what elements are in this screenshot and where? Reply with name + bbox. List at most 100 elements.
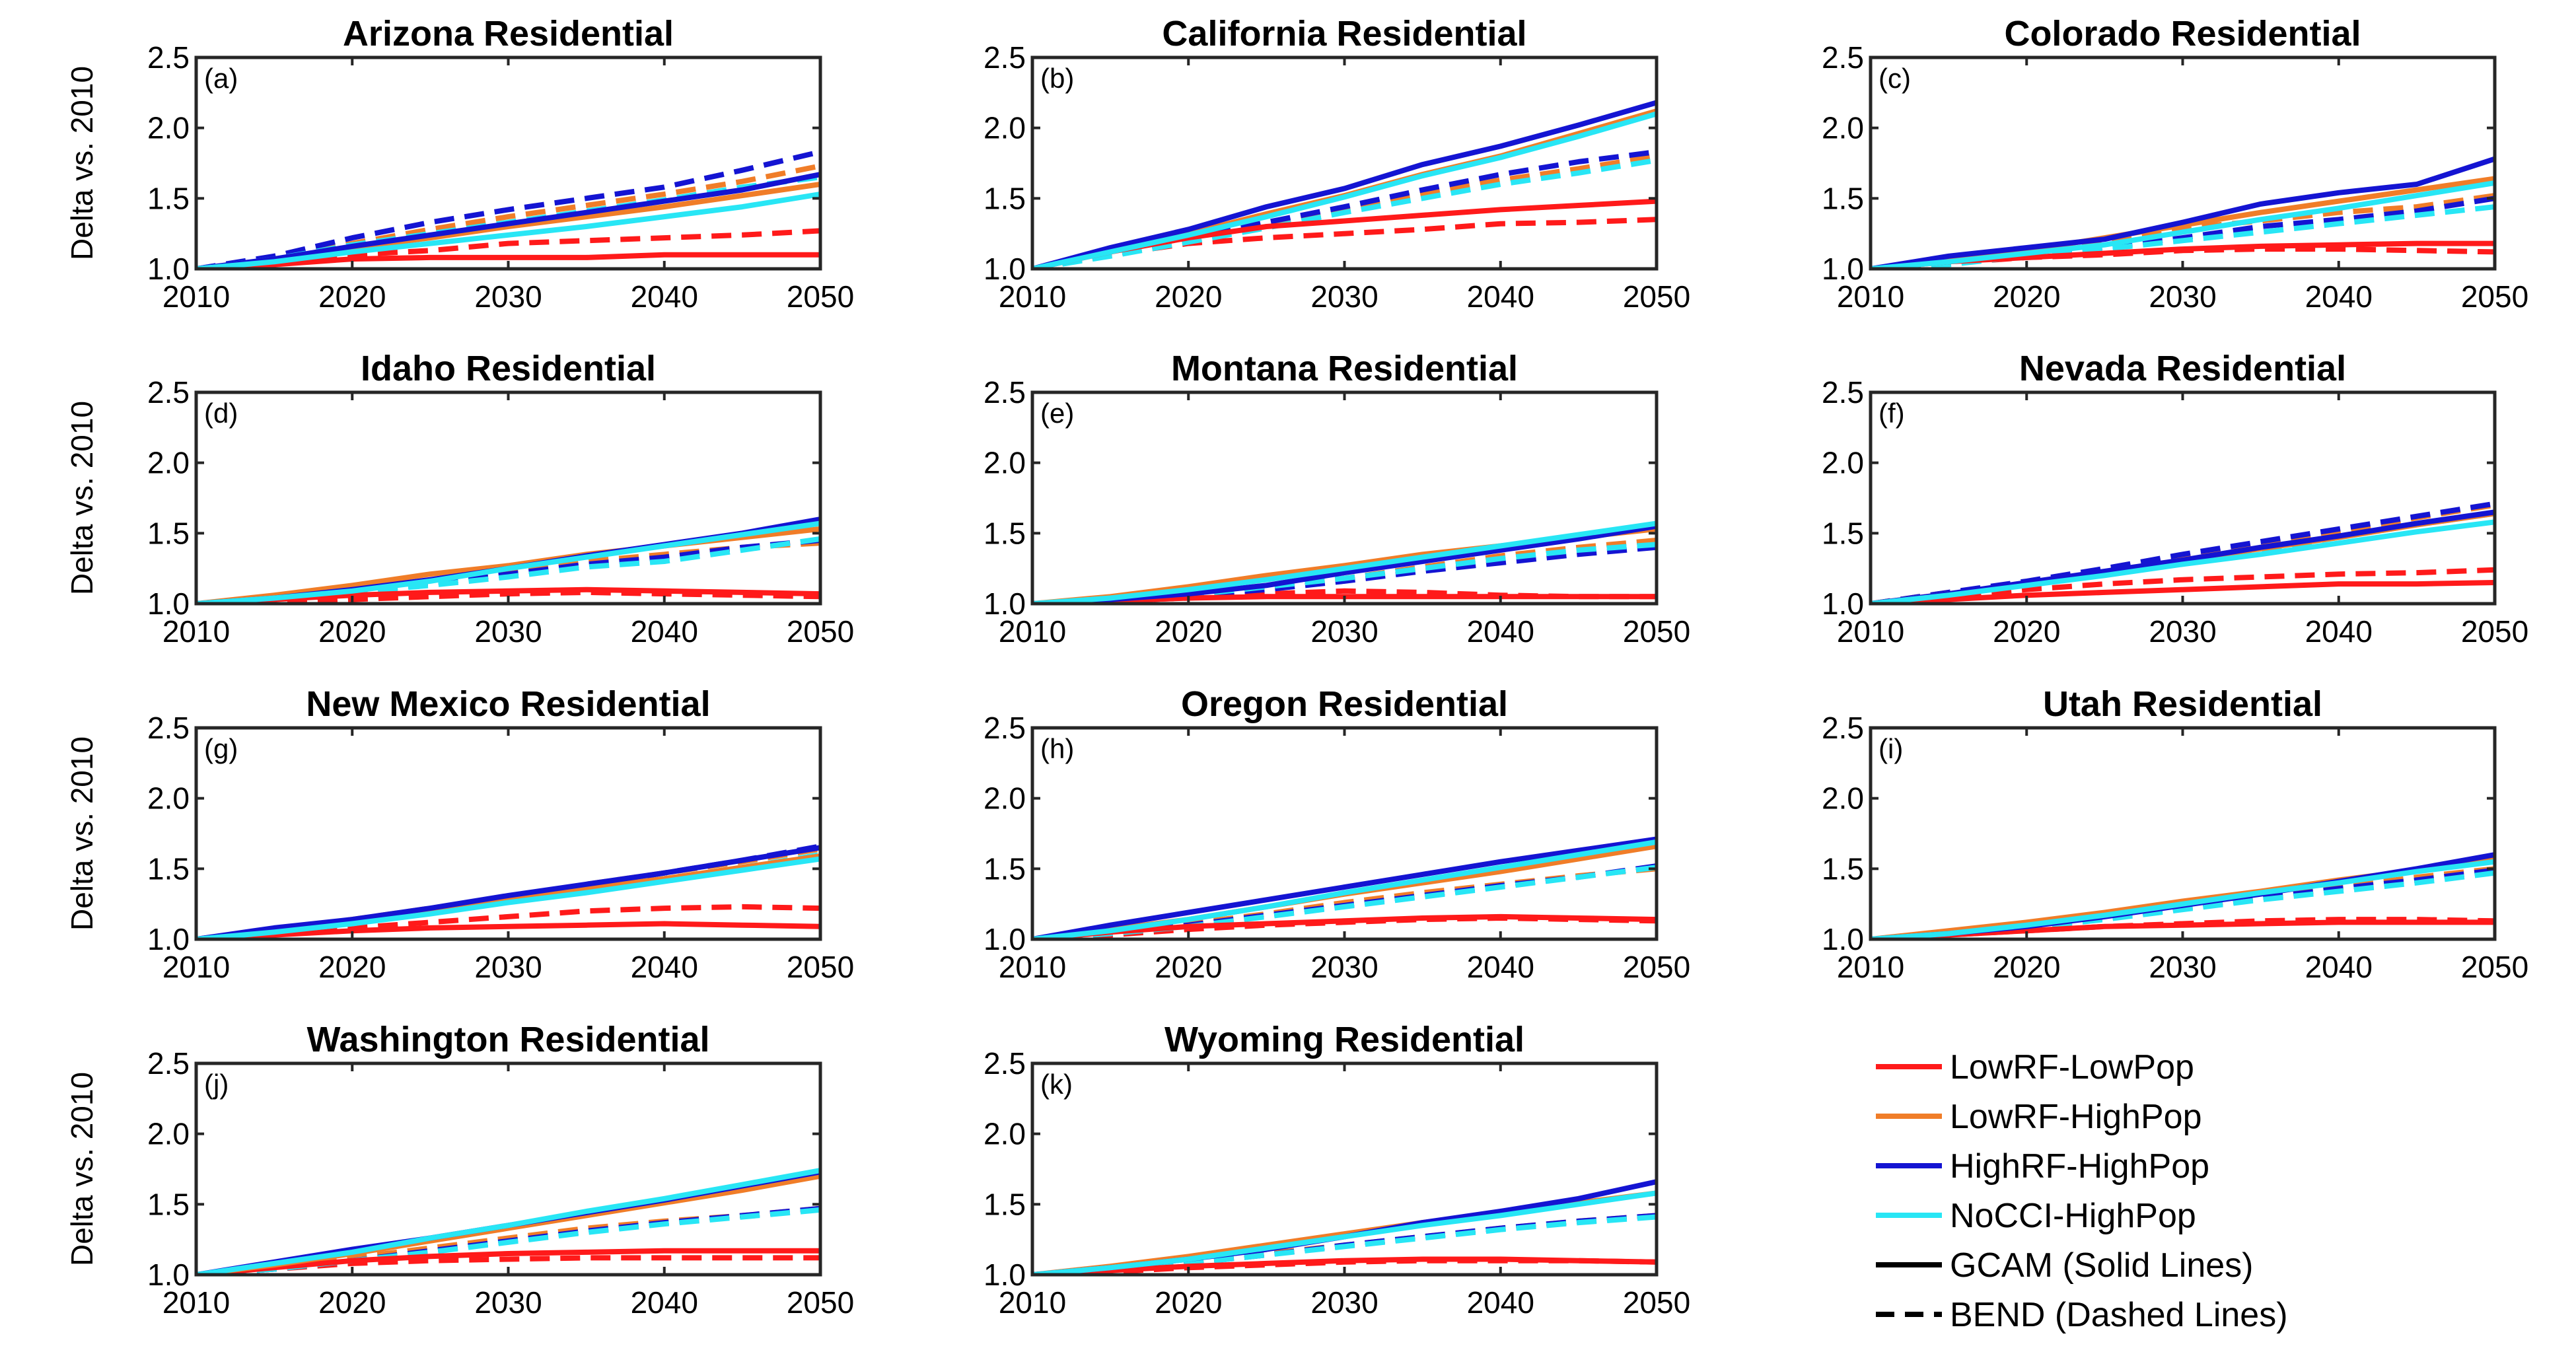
x-tick-label: 2040	[631, 279, 698, 314]
legend-label: HighRF-HighPop	[1950, 1147, 2209, 1186]
x-tick-label: 2030	[2149, 279, 2216, 314]
x-tick-label: 2030	[474, 279, 542, 314]
gcam-line-nocci-highpop	[1871, 519, 2495, 604]
x-tick-label: 2010	[999, 279, 1066, 314]
legend: LowRF-LowPop LowRF-HighPop HighRF-HighPop N…	[1876, 1048, 2288, 1334]
y-tick-label: 2.0	[984, 111, 1026, 145]
x-tick-label: 2010	[1837, 950, 1904, 984]
panel-d: 1.0 1.5 2.0 2.5 2010 2020 2030 2040 2050 Idaho Re…	[65, 349, 854, 649]
y-axis-label: Delta vs. 2010	[65, 401, 99, 595]
x-tick-label: 2020	[1155, 950, 1222, 984]
panel-title: Montana Residential	[1171, 349, 1518, 388]
x-tick-label: 2010	[162, 1285, 230, 1320]
x-tick-label: 2050	[787, 614, 854, 649]
panel-label: (f)	[1878, 398, 1905, 429]
y-tick-label: 1.0	[147, 587, 190, 621]
gcam-line-nocci-highpop	[1032, 111, 1657, 269]
panel-label: (i)	[1878, 733, 1903, 764]
y-tick-label: 2.5	[1822, 375, 1864, 409]
series-lines	[1032, 520, 1657, 604]
y-tick-label: 1.0	[147, 252, 190, 286]
panel-label: (j)	[204, 1069, 229, 1100]
y-tick-label: 1.5	[147, 1187, 190, 1221]
y-tick-label: 2.5	[1822, 711, 1864, 745]
panel-f: 1.0 1.5 2.0 2.5 2010 2020 2030 2040 2050 Nevada R…	[1822, 349, 2528, 649]
x-tick-label: 2030	[1310, 1285, 1378, 1320]
gcam-line-nocci-highpop	[196, 1168, 820, 1275]
gcam-line-nocci-highpop	[196, 191, 820, 269]
x-tick-label: 2040	[1467, 950, 1534, 984]
panel-title: Utah Residential	[2043, 684, 2322, 724]
x-tick-label: 2040	[1467, 1285, 1534, 1320]
y-tick-label: 1.0	[984, 587, 1026, 621]
y-tick-label: 2.5	[984, 375, 1026, 409]
x-tick-label: 2050	[1623, 279, 1690, 314]
y-tick-label: 2.0	[1822, 446, 1864, 480]
series-lines	[1032, 1179, 1657, 1275]
gcam-line-highrf-highpop	[1032, 100, 1657, 269]
y-tick-label: 1.5	[984, 851, 1026, 886]
x-tick-label: 2020	[1155, 1285, 1222, 1320]
panel-label: (b)	[1040, 63, 1074, 94]
x-tick-label: 2010	[162, 950, 230, 984]
y-tick-label: 1.5	[1822, 516, 1864, 550]
y-tick-label: 1.5	[984, 181, 1026, 215]
panel-title: New Mexico Residential	[306, 684, 710, 724]
x-tick-label: 2040	[1467, 279, 1534, 314]
x-tick-label: 2030	[474, 950, 542, 984]
x-tick-label: 2030	[2149, 614, 2216, 649]
x-tick-label: 2040	[2305, 950, 2373, 984]
gcam-line-lowrf-highpop	[1871, 176, 2495, 269]
gcam-line-lowrf-lowpop	[196, 1248, 820, 1275]
y-tick-label: 1.0	[147, 1258, 190, 1292]
bend-line-highrf-highpop	[196, 149, 820, 269]
panel-title: Idaho Residential	[361, 349, 656, 388]
x-tick-label: 2050	[1623, 1285, 1690, 1320]
legend-label: LowRF-LowPop	[1950, 1048, 2194, 1086]
y-axis-label: Delta vs. 2010	[65, 1072, 99, 1266]
panel-a: 1.0 1.5 2.0 2.5 2010 2020 2030 2040 2050 Arizona …	[65, 14, 854, 314]
series-lines	[196, 1168, 820, 1275]
y-tick-label: 1.0	[147, 922, 190, 956]
panel-label: (a)	[204, 63, 238, 94]
series-lines	[1871, 501, 2495, 604]
y-tick-label: 2.5	[147, 711, 190, 745]
y-tick-label: 2.5	[147, 1046, 190, 1081]
y-tick-label: 2.5	[984, 40, 1026, 75]
panel-title: Colorado Residential	[2004, 14, 2361, 53]
series-lines	[1032, 100, 1657, 269]
series-lines	[1032, 836, 1657, 939]
panel-label: (h)	[1040, 733, 1074, 764]
x-tick-label: 2020	[1993, 279, 2060, 314]
x-tick-label: 2020	[1155, 614, 1222, 649]
gcam-line-highrf-highpop	[1032, 836, 1657, 939]
gcam-line-nocci-highpop	[1032, 839, 1657, 939]
series-lines	[196, 516, 820, 604]
gcam-line-nocci-highpop	[1871, 180, 2495, 269]
y-tick-label: 2.0	[147, 446, 190, 480]
y-tick-label: 1.5	[147, 181, 190, 215]
panel-title: Wyoming Residential	[1164, 1020, 1524, 1059]
gcam-line-highrf-highpop	[196, 172, 820, 269]
legend-label: BEND (Dashed Lines)	[1950, 1296, 2288, 1334]
x-tick-label: 2010	[999, 1285, 1066, 1320]
x-tick-label: 2040	[631, 1285, 698, 1320]
y-tick-label: 1.5	[147, 516, 190, 550]
y-tick-label: 1.5	[147, 851, 190, 886]
y-tick-label: 1.5	[1822, 181, 1864, 215]
bend-line-nocci-highpop	[1032, 157, 1657, 269]
panel-g: 1.0 1.5 2.0 2.5 2010 2020 2030 2040 2050 New Mexi…	[65, 684, 854, 984]
panel-c: 1.0 1.5 2.0 2.5 2010 2020 2030 2040 2050 Colorado…	[1822, 14, 2528, 314]
x-tick-label: 2010	[999, 950, 1066, 984]
y-tick-label: 1.0	[984, 922, 1026, 956]
panel-title: Oregon Residential	[1181, 684, 1508, 724]
x-tick-label: 2020	[1993, 950, 2060, 984]
y-tick-label: 1.5	[1822, 851, 1864, 886]
panel-label: (k)	[1040, 1069, 1073, 1100]
y-tick-label: 1.0	[1822, 922, 1864, 956]
y-tick-label: 2.0	[1822, 111, 1864, 145]
y-tick-label: 2.0	[147, 111, 190, 145]
panel-title: Washington Residential	[306, 1020, 709, 1059]
legend-label: LowRF-HighPop	[1950, 1098, 2202, 1136]
